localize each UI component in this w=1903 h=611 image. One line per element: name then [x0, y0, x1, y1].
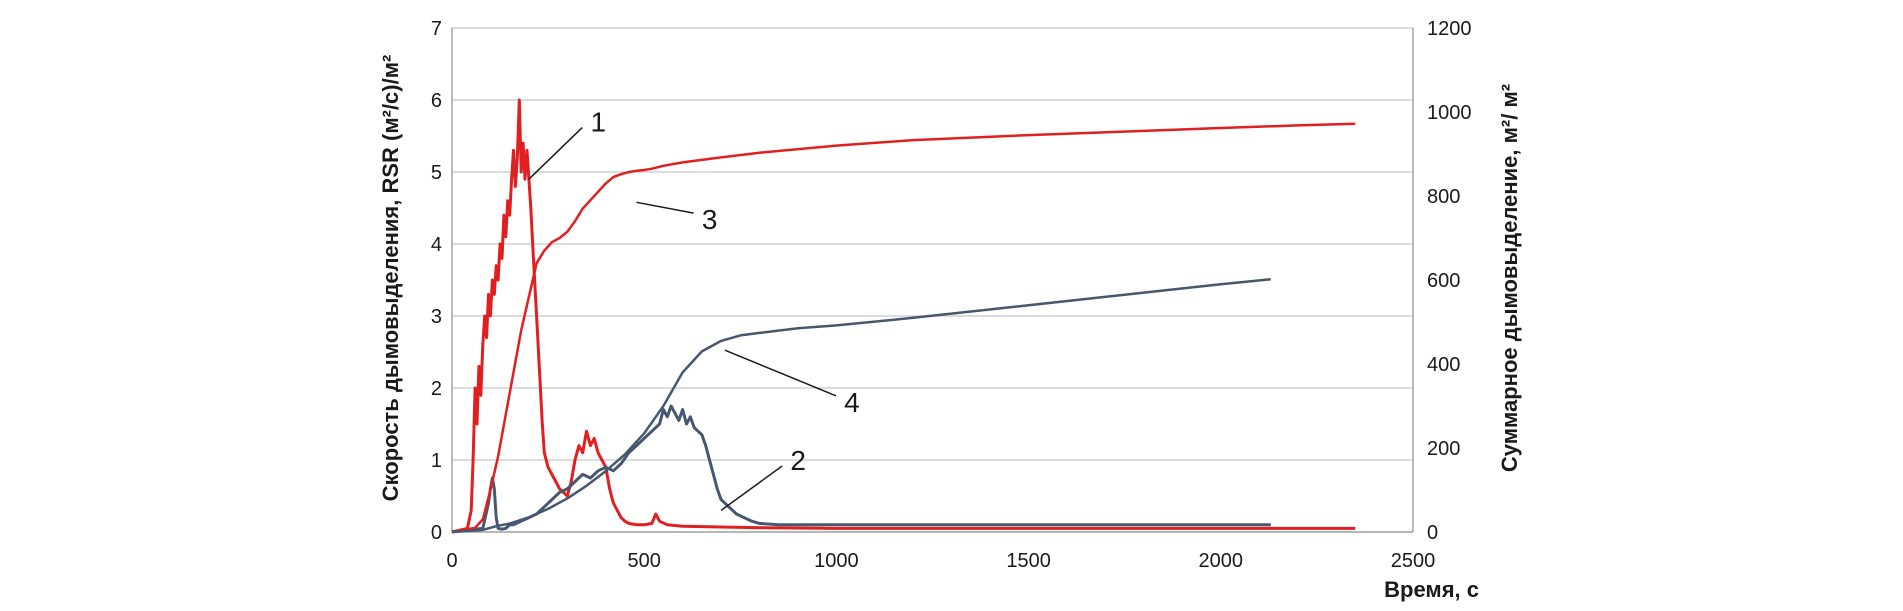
y-right-tick-label: 1000 [1427, 102, 1472, 124]
y-left-tick-label: 2 [431, 378, 442, 400]
y-right-tick-label: 600 [1427, 270, 1460, 292]
y-right-axis-title: Суммарное дымовыделение, м²/ м² [1497, 84, 1522, 472]
curve-label-3: 3 [702, 204, 718, 235]
series-line-3 [451, 122, 1356, 534]
leader-line-4 [724, 349, 837, 397]
y-right-tick-label: 800 [1427, 186, 1460, 208]
y-left-tick-label: 5 [431, 162, 442, 184]
tick-labels: 0 500 1000 1500 2000 2500 0 1 2 3 4 5 6 7 0 200 400 600 80… [431, 18, 1472, 572]
gridlines [451, 27, 1414, 533]
y-left-tick-label: 0 [431, 522, 442, 544]
y-left-tick-label: 6 [431, 90, 442, 112]
x-tick-label: 0 [446, 550, 457, 572]
x-tick-label: 1000 [814, 550, 859, 572]
x-tick-label: 1500 [1006, 550, 1051, 572]
y-right-tick-label: 1200 [1427, 18, 1472, 40]
y-left-tick-label: 1 [431, 450, 442, 472]
leader-line-1 [528, 127, 583, 180]
series-lines [451, 98, 1356, 534]
leader-line-3 [636, 201, 694, 214]
x-axis-title: Время, с [1384, 577, 1479, 602]
curve-label-4: 4 [844, 387, 860, 418]
y-left-tick-label: 7 [431, 18, 442, 40]
curve-label-1: 1 [590, 107, 606, 138]
series-line-1 [451, 98, 1356, 534]
y-left-axis-title: Скорость дымовыделения, RSR (м²/с)/м² [378, 55, 403, 502]
y-right-tick-label: 0 [1427, 522, 1438, 544]
x-tick-label: 2000 [1199, 550, 1244, 572]
leader-line-2 [720, 465, 783, 512]
curve-labels: 1 2 3 4 [590, 107, 859, 476]
annotation-leaders [528, 127, 837, 512]
y-right-tick-label: 200 [1427, 438, 1460, 460]
series-line-4 [451, 277, 1271, 534]
y-left-tick-label: 3 [431, 306, 442, 328]
y-left-tick-label: 4 [431, 234, 442, 256]
x-tick-label: 500 [628, 550, 661, 572]
y-right-tick-label: 400 [1427, 354, 1460, 376]
curve-label-2: 2 [790, 445, 806, 476]
x-tick-label: 2500 [1391, 550, 1436, 572]
series-line-2 [451, 404, 1271, 534]
